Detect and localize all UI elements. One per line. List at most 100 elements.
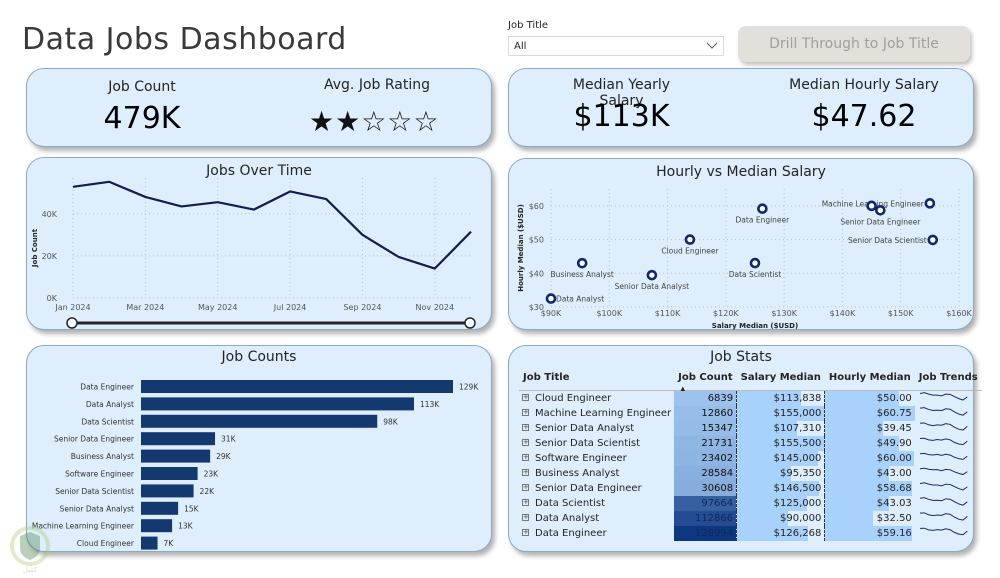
- x-tick-label: $100K: [596, 309, 622, 318]
- table-row[interactable]: + Cloud Engineer 6839 $113,838 $50.00: [519, 390, 982, 406]
- bar-data-label: 15K: [184, 504, 200, 513]
- cell-job-title: + Machine Learning Engineer: [519, 406, 674, 421]
- table-row[interactable]: + Software Engineer 23402 $145,000 $60.00: [519, 450, 982, 466]
- col-header-salary-median[interactable]: Salary Median: [736, 368, 825, 391]
- job-title-dropdown[interactable]: All: [508, 36, 724, 56]
- table-row[interactable]: + Senior Data Analyst 15347 $107,310 $39.…: [519, 420, 982, 436]
- cell-job-count: 97664: [674, 495, 737, 511]
- salary-text: $146,500: [773, 482, 822, 494]
- job-count-text: 12860: [701, 407, 734, 419]
- sparkline: [919, 481, 968, 490]
- cell-job-trend: [915, 526, 982, 541]
- col-header-job-trends[interactable]: Job Trends: [914, 368, 982, 391]
- salary-data-bar: [737, 435, 825, 451]
- drill-through-button[interactable]: Drill Through to Job Title: [738, 26, 970, 62]
- job-title-text: Machine Learning Engineer: [535, 407, 672, 419]
- expand-icon[interactable]: +: [522, 468, 529, 476]
- table-row[interactable]: + Data Engineer 128994 $126,268 $59.16: [519, 525, 982, 541]
- expand-icon[interactable]: +: [522, 513, 529, 521]
- bar-category-label: Senior Data Scientist: [55, 487, 134, 496]
- cell-salary-median: $107,310: [736, 420, 825, 436]
- expand-icon[interactable]: +: [522, 408, 529, 416]
- date-range-end-handle[interactable]: [464, 317, 476, 329]
- cell-job-title: + Senior Data Engineer: [519, 481, 674, 496]
- bar-senior-data-engineer: [141, 432, 216, 446]
- hourly-text: $39.45: [876, 422, 912, 434]
- bar-data-label: 7K: [164, 539, 175, 548]
- table-row[interactable]: + Senior Data Engineer 30608 $146,500 $58…: [519, 480, 982, 496]
- salary-text: $126,268: [773, 527, 822, 539]
- jobs-over-time-card: Jobs Over Time 0K 20K 40K Jan 2024 Mar 2024 M…: [26, 157, 492, 330]
- bar-category-label: Cloud Engineer: [77, 539, 135, 548]
- scatter-label: Data Engineer: [736, 216, 791, 225]
- expand-icon[interactable]: +: [522, 393, 529, 401]
- y-axis-title: Job Count: [31, 228, 39, 268]
- salary-data-bar: [737, 510, 788, 526]
- cell-job-trend: [915, 466, 982, 481]
- median-yearly-value: $113K: [573, 99, 670, 134]
- x-tick-label: Mar 2024: [126, 303, 164, 312]
- y-tick-label: $30: [529, 303, 544, 312]
- cell-job-trend: [915, 406, 982, 421]
- expand-icon[interactable]: +: [522, 438, 529, 446]
- bar-senior-data-analyst: [141, 501, 179, 515]
- date-range-start-handle[interactable]: [66, 317, 78, 329]
- cell-job-title: + Cloud Engineer: [519, 390, 674, 406]
- hourly-data-bar: [825, 495, 889, 511]
- bar-data-engineer: [141, 380, 453, 393]
- col-header-job-count[interactable]: Job Count ▲: [674, 368, 737, 393]
- salary-data-bar: [737, 465, 791, 481]
- bar-data-label: 31K: [221, 435, 237, 444]
- expand-icon[interactable]: +: [522, 498, 529, 506]
- cell-hourly-median: $49.90: [824, 435, 915, 451]
- table-row[interactable]: + Data Scientist 97664 $125,000 $43.03: [519, 495, 982, 511]
- cell-job-trend: [915, 481, 982, 496]
- y-tick-label: $40: [529, 269, 544, 278]
- bar-data-label: 113K: [420, 400, 440, 409]
- salary-data-bar: [737, 405, 825, 421]
- job-title-text: Business Analyst: [535, 467, 620, 479]
- hourly-text: $50.00: [876, 392, 912, 404]
- sparkline: [919, 452, 968, 460]
- table-row[interactable]: + Data Analyst 112866 $90,000 $32.50: [519, 510, 982, 526]
- hourly-data-bar: [825, 390, 899, 406]
- bar-data-scientist: [141, 414, 378, 428]
- bar-data-label: 129K: [459, 383, 479, 392]
- col-header-job-title[interactable]: Job Title: [519, 368, 675, 391]
- scatter-point-senior-data-analyst: [646, 269, 658, 281]
- table-row[interactable]: + Business Analyst 28584 $95,350 $43.00: [519, 465, 982, 481]
- job-count-text: 97664: [701, 497, 734, 509]
- bar-category-label: Business Analyst: [71, 452, 134, 461]
- bar-data-label: 98K: [383, 417, 399, 426]
- col-header-hourly-median[interactable]: Hourly Median: [824, 368, 915, 391]
- table-row[interactable]: + Machine Learning Engineer 12860 $155,00…: [519, 405, 982, 421]
- sparkline: [919, 511, 968, 521]
- hourly-text: $59.16: [876, 527, 912, 539]
- scatter-point-data-analyst: [545, 293, 557, 304]
- expand-icon[interactable]: +: [522, 453, 529, 461]
- x-tick-label: $120K: [713, 309, 739, 318]
- hourly-data-bar: [825, 405, 915, 421]
- y-tick-label: $60: [529, 202, 544, 211]
- page-title: Data Jobs Dashboard: [22, 22, 347, 57]
- cell-salary-median: $145,000: [736, 450, 825, 466]
- hourly-text: $58.68: [876, 482, 912, 494]
- bar-category-label: Software Engineer: [65, 470, 135, 479]
- job-count-value: 479K: [103, 101, 181, 136]
- expand-icon[interactable]: +: [522, 483, 529, 491]
- expand-icon[interactable]: +: [522, 528, 529, 536]
- cell-salary-median: $125,000: [736, 495, 825, 511]
- cell-salary-median: $90,000: [736, 510, 825, 526]
- sparkline-path: [919, 511, 968, 521]
- table-row[interactable]: + Senior Data Scientist 21731 $155,500 $4…: [519, 435, 982, 451]
- x-tick-label: Nov 2024: [416, 303, 455, 312]
- cell-hourly-median: $60.75: [824, 405, 915, 421]
- cell-job-trend: [915, 390, 982, 406]
- cell-hourly-median: $39.45: [824, 420, 915, 436]
- cell-job-title: + Senior Data Analyst: [519, 421, 674, 436]
- bar-cloud-engineer: [141, 536, 158, 550]
- star-rating: ★★☆☆☆: [309, 105, 440, 138]
- expand-icon[interactable]: +: [522, 423, 529, 431]
- cell-job-title: + Data Engineer: [519, 526, 674, 541]
- scatter-label: Senior Data Engineer: [840, 217, 921, 226]
